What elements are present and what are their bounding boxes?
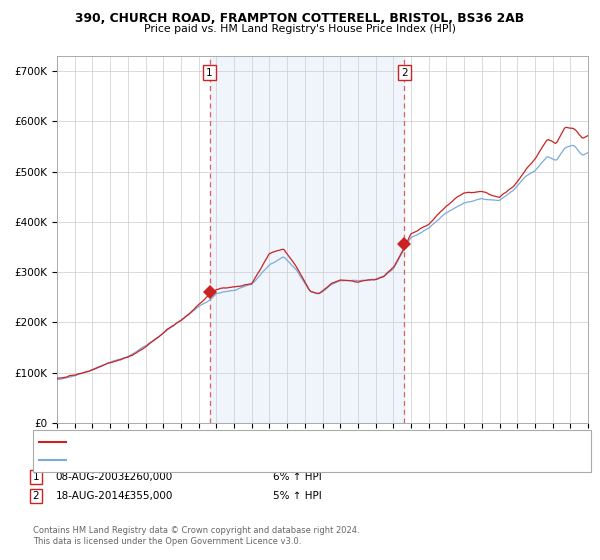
Text: 2: 2 [32, 491, 40, 501]
Text: Price paid vs. HM Land Registry's House Price Index (HPI): Price paid vs. HM Land Registry's House … [144, 24, 456, 34]
Text: 18-AUG-2014: 18-AUG-2014 [56, 491, 125, 501]
Text: 6% ↑ HPI: 6% ↑ HPI [273, 472, 322, 482]
Text: 390, CHURCH ROAD, FRAMPTON COTTERELL, BRISTOL, BS36 2AB: 390, CHURCH ROAD, FRAMPTON COTTERELL, BR… [76, 12, 524, 25]
Text: Contains HM Land Registry data © Crown copyright and database right 2024.
This d: Contains HM Land Registry data © Crown c… [33, 526, 359, 546]
Text: 1: 1 [206, 68, 213, 77]
Text: 2: 2 [401, 68, 407, 77]
Text: 1: 1 [32, 472, 40, 482]
Text: 08-AUG-2003: 08-AUG-2003 [56, 472, 125, 482]
Text: £355,000: £355,000 [123, 491, 172, 501]
Bar [209, 56, 404, 423]
Text: HPI: Average price, detached house, South Gloucestershire: HPI: Average price, detached house, Sout… [70, 456, 338, 465]
Text: 5% ↑ HPI: 5% ↑ HPI [273, 491, 322, 501]
Text: £260,000: £260,000 [123, 472, 172, 482]
Text: 390, CHURCH ROAD, FRAMPTON COTTERELL, BRISTOL, BS36 2AB (detached house): 390, CHURCH ROAD, FRAMPTON COTTERELL, BR… [70, 438, 446, 447]
